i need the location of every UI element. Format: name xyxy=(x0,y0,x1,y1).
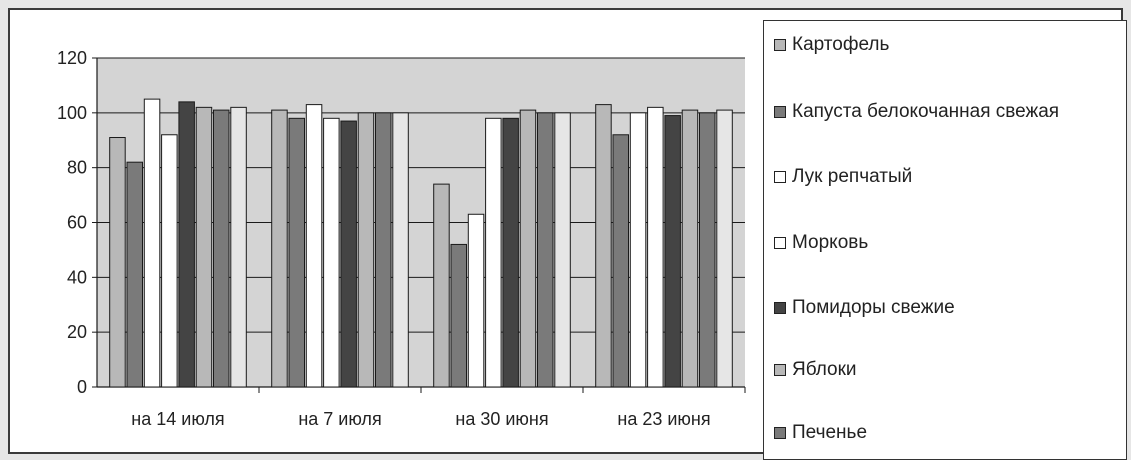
y-tick-label: 120 xyxy=(57,48,87,68)
bar-series2-cat2 xyxy=(467,213,485,388)
bar-series6-cat3 xyxy=(699,112,716,388)
bar-series5-cat1 xyxy=(357,112,375,388)
legend-label-tomato: Помидоры свежие xyxy=(792,297,955,318)
bar-series7-cat1 xyxy=(392,112,409,388)
bar-series3-cat2 xyxy=(485,117,502,388)
legend-swatch-tomato xyxy=(774,302,786,314)
legend-swatch-apples xyxy=(774,364,786,376)
bar-series4-cat2 xyxy=(502,117,519,388)
legend-label-apples: Яблоки xyxy=(792,359,857,380)
x-tick-label: на 14 июля xyxy=(131,409,224,429)
legend-item-apples: Яблоки xyxy=(774,358,857,382)
bar-series1-cat0 xyxy=(126,161,143,388)
bar-series7-cat3 xyxy=(716,109,733,388)
plot-area: 0 20 40 60 80 100 120 на 14 июля на 7 июля на 30 … xyxy=(57,48,746,429)
bar-series3-cat3 xyxy=(647,106,664,388)
bar-series1-cat1 xyxy=(288,117,305,388)
bar-series7-cat2 xyxy=(554,112,571,388)
bar-series4-cat1 xyxy=(340,120,357,388)
legend-item-potato: Картофель xyxy=(774,33,889,57)
bar-series2-cat0 xyxy=(143,98,161,388)
bar-series5-cat0 xyxy=(195,106,213,388)
bar-series5-cat3 xyxy=(681,109,699,388)
bar-series7-cat0 xyxy=(230,106,247,388)
legend-label-cabbage: Капуста белокочанная свежая xyxy=(792,101,1060,122)
legend-label-carrot: Морковь xyxy=(792,232,869,253)
legend-item-carrot: Морковь xyxy=(774,231,868,255)
bar-series3-cat1 xyxy=(323,117,340,388)
bar-series1-cat2 xyxy=(450,243,467,388)
x-tick-label: на 30 июня xyxy=(455,409,548,429)
legend-label-biscuits: Печенье xyxy=(792,422,868,443)
bar-series4-cat0 xyxy=(178,101,195,388)
legend-item-onion: Лук репчатый xyxy=(774,165,912,189)
bar-series6-cat0 xyxy=(213,109,230,388)
bar-series0-cat1 xyxy=(271,109,288,388)
bar-series2-cat1 xyxy=(305,104,323,388)
y-tick-label: 60 xyxy=(67,213,87,233)
bar-series6-cat1 xyxy=(375,112,392,388)
y-tick-label: 100 xyxy=(57,103,87,123)
bar-series0-cat2 xyxy=(433,183,450,388)
x-tick-label: на 23 июня xyxy=(617,409,710,429)
bar-series6-cat2 xyxy=(537,112,554,388)
x-tick-label: на 7 июля xyxy=(298,409,381,429)
bar-series1-cat3 xyxy=(612,134,629,388)
bar-series4-cat3 xyxy=(664,115,681,388)
legend: Картофель Капуста белокочанная свежая Лу… xyxy=(763,20,1127,460)
legend-item-biscuits: Печенье xyxy=(774,421,867,445)
legend-swatch-potato xyxy=(774,39,786,51)
legend-item-tomato: Помидоры свежие xyxy=(774,296,955,320)
legend-item-cabbage: Капуста белокочанная свежая xyxy=(774,100,1059,124)
bar-series2-cat3 xyxy=(629,112,647,388)
legend-label-potato: Картофель xyxy=(792,34,890,55)
legend-swatch-biscuits xyxy=(774,427,786,439)
y-tick-label: 0 xyxy=(77,377,87,397)
bar-series5-cat2 xyxy=(519,109,537,388)
legend-swatch-onion xyxy=(774,171,786,183)
y-tick-label: 80 xyxy=(67,158,87,178)
bar-series0-cat0 xyxy=(109,137,126,388)
bar-series0-cat3 xyxy=(595,104,612,388)
legend-swatch-cabbage xyxy=(774,106,786,118)
bar-series3-cat0 xyxy=(161,134,178,388)
y-tick-label: 40 xyxy=(67,267,87,287)
legend-label-onion: Лук репчатый xyxy=(792,166,913,187)
y-tick-label: 20 xyxy=(67,322,87,342)
legend-swatch-carrot xyxy=(774,237,786,249)
